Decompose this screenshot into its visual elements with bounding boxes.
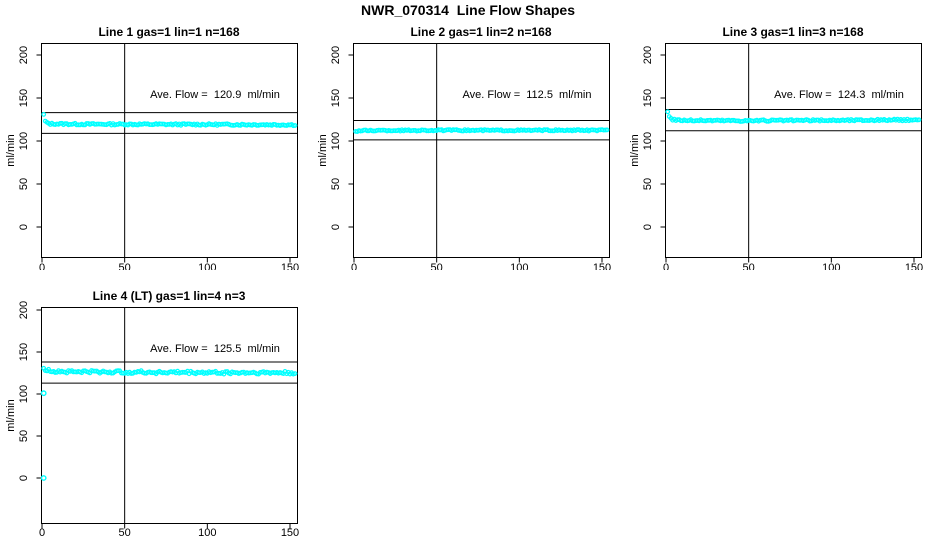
plot-box [665, 43, 922, 258]
y-tick-label: 50 [18, 178, 30, 190]
outlier-point [40, 475, 47, 481]
x-tick-label: 100 [198, 527, 216, 539]
y-tick-label: 0 [18, 475, 30, 481]
x-tick-label: 100 [510, 262, 528, 270]
y-tick-label: 100 [18, 385, 30, 403]
subplot-title: Line 1 gas=1 lin=1 n=168 [98, 25, 239, 39]
x-tick-label: 0 [663, 262, 669, 270]
x-tick-label: 0 [39, 527, 45, 539]
y-tick-label: 0 [18, 224, 30, 230]
line2-flow-chart: 0 50 100 150 0 50 100 150 200 ml/min Line 2 gas=1 … [317, 25, 611, 274]
flow-point [604, 127, 610, 133]
x-tick-label: 150 [281, 262, 299, 270]
plot-box [41, 307, 298, 524]
ave-flow-label: Ave. Flow = 120.9 ml/min [150, 89, 280, 101]
y-tick-label: 150 [642, 89, 654, 107]
y-tick-label: 50 [330, 178, 342, 190]
x-tick-label: 0 [351, 262, 357, 270]
chart-cell-line4: 0 50 100 150 0 50 100 150 200 ml/min Line 4 (LT) g… [0, 270, 312, 540]
x-tick-label: 150 [593, 262, 611, 270]
chart-cell-line3: 0 50 100 150 0 50 100 150 200 ml/min Line 3 gas=1 … [624, 0, 936, 274]
line4-flow-chart: 0 50 100 150 0 50 100 150 200 ml/min Line 4 (LT) g… [5, 289, 299, 539]
x-tick-label: 0 [39, 262, 45, 270]
data-points [41, 111, 298, 129]
y-axis-label: ml/min [317, 134, 329, 166]
flow-point [665, 109, 671, 115]
flow-point [41, 111, 47, 117]
ave-flow-label: Ave. Flow = 112.5 ml/min [463, 89, 592, 101]
y-tick-label: 0 [330, 224, 342, 230]
y-tick-label: 200 [330, 46, 342, 64]
subplot-title: Line 4 (LT) gas=1 lin=4 n=3 [93, 289, 246, 303]
chart-cell-line2: 0 50 100 150 0 50 100 150 200 ml/min Line 2 gas=1 … [312, 0, 624, 274]
plot-box [353, 43, 610, 258]
data-points [665, 109, 922, 124]
y-tick-label: 150 [18, 343, 30, 361]
y-tick-label: 200 [18, 301, 30, 319]
outlier-point [40, 390, 47, 397]
y-tick-label: 200 [642, 46, 654, 64]
y-axis-label: ml/min [5, 134, 17, 166]
ave-flow-label: Ave. Flow = 125.5 ml/min [150, 343, 280, 355]
subplot-title: Line 2 gas=1 lin=2 n=168 [410, 25, 551, 39]
chart-cell-line1: 0 50 100 150 0 50 100 150 200 ml/min Line 1 gas=1 … [0, 0, 312, 274]
x-tick-label: 150 [281, 527, 299, 539]
x-tick-label: 100 [198, 262, 216, 270]
y-tick-label: 50 [18, 430, 30, 442]
data-points [353, 127, 610, 135]
x-tick-label: 100 [822, 262, 840, 270]
x-tick-label: 50 [431, 262, 443, 270]
x-tick-label: 50 [119, 527, 131, 539]
y-axis-label: ml/min [629, 134, 641, 166]
ave-flow-label: Ave. Flow = 124.3 ml/min [774, 89, 904, 101]
y-tick-label: 150 [330, 89, 342, 107]
y-tick-label: 100 [18, 132, 30, 150]
x-tick-label: 150 [905, 262, 923, 270]
plot-box [41, 43, 298, 258]
flow-point [292, 371, 298, 376]
flow-point [602, 127, 608, 133]
line3-flow-chart: 0 50 100 150 0 50 100 150 200 ml/min Line 3 gas=1 … [629, 25, 923, 274]
y-axis-label: ml/min [5, 399, 17, 431]
y-tick-label: 50 [642, 178, 654, 190]
flow-point [292, 123, 298, 128]
y-tick-label: 100 [330, 132, 342, 150]
y-tick-label: 0 [642, 224, 654, 230]
subplot-title: Line 3 gas=1 lin=3 n=168 [722, 25, 863, 39]
data-points [40, 365, 298, 481]
y-tick-label: 150 [18, 89, 30, 107]
flow-point [916, 117, 922, 123]
y-tick-label: 100 [642, 132, 654, 150]
page-title: NWR_070314 Line Flow Shapes [361, 2, 575, 18]
x-tick-label: 50 [743, 262, 755, 270]
line1-flow-chart: 0 50 100 150 0 50 100 150 200 ml/min Line 1 gas=1 … [5, 25, 299, 274]
x-tick-label: 50 [119, 262, 131, 270]
y-tick-label: 200 [18, 46, 30, 64]
